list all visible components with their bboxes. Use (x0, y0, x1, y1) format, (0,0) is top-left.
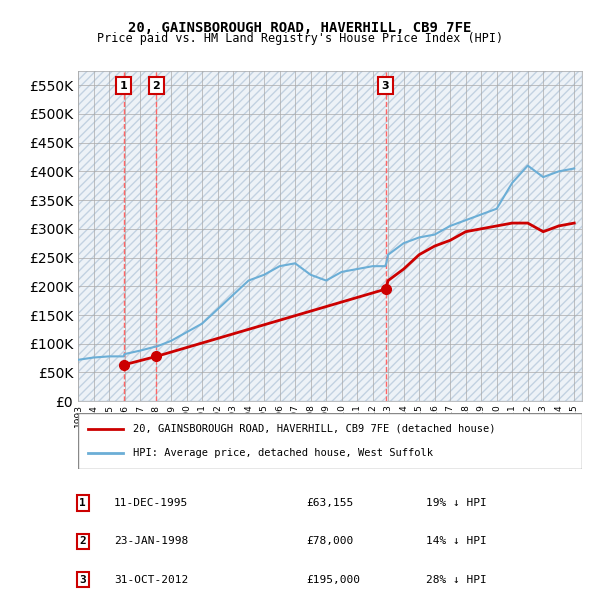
Text: 2: 2 (152, 81, 160, 91)
FancyBboxPatch shape (78, 413, 582, 469)
Text: 1: 1 (120, 81, 127, 91)
Text: £63,155: £63,155 (306, 498, 353, 508)
Text: 14% ↓ HPI: 14% ↓ HPI (426, 536, 487, 546)
Text: 20, GAINSBOROUGH ROAD, HAVERHILL, CB9 7FE (detached house): 20, GAINSBOROUGH ROAD, HAVERHILL, CB9 7F… (133, 424, 496, 434)
Text: 3: 3 (79, 575, 86, 585)
Text: 28% ↓ HPI: 28% ↓ HPI (426, 575, 487, 585)
Text: 31-OCT-2012: 31-OCT-2012 (114, 575, 188, 585)
Text: £78,000: £78,000 (306, 536, 353, 546)
Text: HPI: Average price, detached house, West Suffolk: HPI: Average price, detached house, West… (133, 448, 433, 458)
Text: 3: 3 (382, 81, 389, 91)
Text: 19% ↓ HPI: 19% ↓ HPI (426, 498, 487, 508)
Text: 2: 2 (79, 536, 86, 546)
Text: 1: 1 (79, 498, 86, 508)
Text: Price paid vs. HM Land Registry's House Price Index (HPI): Price paid vs. HM Land Registry's House … (97, 32, 503, 45)
Text: 11-DEC-1995: 11-DEC-1995 (114, 498, 188, 508)
Text: 20, GAINSBOROUGH ROAD, HAVERHILL, CB9 7FE: 20, GAINSBOROUGH ROAD, HAVERHILL, CB9 7F… (128, 21, 472, 35)
Text: £195,000: £195,000 (306, 575, 360, 585)
Text: 23-JAN-1998: 23-JAN-1998 (114, 536, 188, 546)
